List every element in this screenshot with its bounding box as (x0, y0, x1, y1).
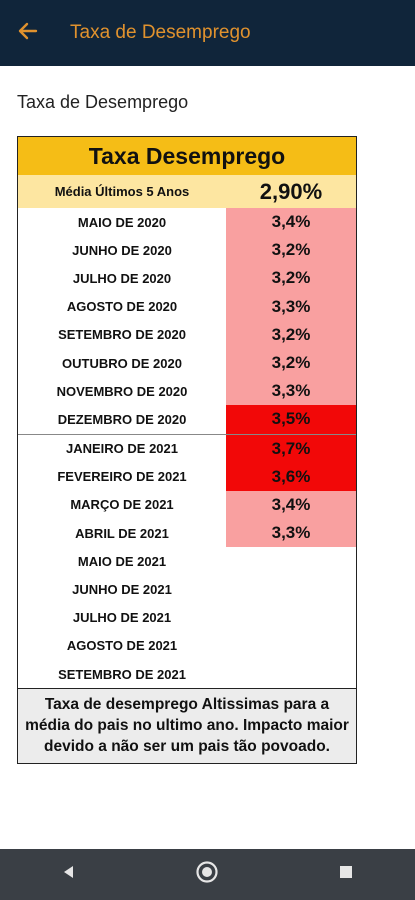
rate-cell: 3,3% (226, 292, 356, 321)
table-row: OUTUBRO DE 2020 3,2% (18, 348, 356, 378)
rate-cell: 3,2% (226, 320, 356, 349)
rate-cell (226, 604, 356, 632)
table-note: Taxa de desemprego Altissimas para a méd… (18, 688, 356, 764)
table-row: NOVEMBRO DE 2020 3,3% (18, 377, 356, 406)
table-row: DEZEMBRO DE 2020 3,5% (18, 405, 356, 434)
system-nav-bar (0, 849, 415, 900)
month-cell: JUNHO DE 2021 (72, 582, 172, 598)
rate-cell: 3,2% (226, 236, 356, 265)
month-cell: SETEMBRO DE 2020 (58, 327, 186, 343)
month-cell: DEZEMBRO DE 2020 (57, 411, 187, 427)
average-value: 2,90% (259, 178, 323, 204)
rate-cell: 3,2% (226, 348, 356, 378)
month-cell: AGOSTO DE 2020 (66, 299, 178, 315)
table-title: Taxa Desemprego (18, 137, 356, 175)
table-row: FEVEREIRO DE 2021 3,6% (18, 462, 356, 491)
rate-cell: 3,3% (226, 519, 356, 548)
average-label: Média Últimos 5 Anos (54, 184, 190, 199)
triangle-left-icon (61, 864, 77, 885)
month-cell: JANEIRO DE 2021 (66, 441, 178, 457)
month-cell: MARÇO DE 2021 (70, 497, 174, 513)
rate-cell: 3,3% (226, 377, 356, 406)
rate-cell: 3,4% (226, 208, 356, 237)
rate-cell: 3,7% (226, 434, 356, 463)
rate-cell (226, 632, 356, 660)
nav-recents-button[interactable] (316, 849, 376, 900)
rate-cell: 3,5% (226, 405, 356, 434)
month-cell: OUTUBRO DE 2020 (62, 355, 182, 371)
month-cell: ABRIL DE 2021 (75, 525, 169, 541)
nav-back-button[interactable] (39, 849, 99, 900)
arrow-left-icon (17, 20, 39, 47)
unemployment-table: Taxa Desemprego Média Últimos 5 Anos 2,9… (17, 136, 357, 765)
table-row: JANEIRO DE 2021 3,7% (18, 433, 356, 463)
month-cell: MAIO DE 2020 (77, 214, 167, 230)
circle-home-icon (195, 860, 219, 889)
month-cell: JULHO DE 2021 (72, 610, 172, 626)
table-row: SETEMBRO DE 2021 (18, 660, 356, 688)
back-button[interactable] (0, 0, 56, 66)
rate-cell: 3,4% (226, 490, 356, 520)
month-cell: AGOSTO DE 2021 (66, 638, 178, 654)
table-row: AGOSTO DE 2020 3,3% (18, 292, 356, 321)
app-bar-title: Taxa de Desemprego (70, 22, 251, 43)
rate-cell: 3,6% (226, 462, 356, 491)
rate-cell: 3,2% (226, 264, 356, 293)
month-cell: JULHO DE 2020 (72, 270, 172, 286)
table-row: MAIO DE 2021 (18, 547, 356, 575)
table-row: JULHO DE 2020 3,2% (18, 264, 356, 293)
month-cell: SETEMBRO DE 2021 (58, 666, 186, 682)
table-row: AGOSTO DE 2021 (18, 632, 356, 660)
month-cell: FEVEREIRO DE 2021 (57, 469, 187, 485)
month-cell: JUNHO DE 2020 (72, 242, 172, 258)
table-row: MARÇO DE 2021 3,4% (18, 490, 356, 520)
table-row: JUNHO DE 2020 3,2% (18, 236, 356, 265)
table-row: JULHO DE 2021 (18, 604, 356, 632)
table-row: SETEMBRO DE 2020 3,2% (18, 320, 356, 349)
rate-cell (226, 575, 356, 603)
month-cell: MAIO DE 2021 (77, 553, 167, 569)
table-row: MAIO DE 2020 3,4% (18, 208, 356, 237)
month-cell: NOVEMBRO DE 2020 (56, 383, 188, 399)
table-row: ABRIL DE 2021 3,3% (18, 519, 356, 548)
nav-home-button[interactable] (177, 849, 237, 900)
rate-cell (226, 547, 356, 575)
table-row: JUNHO DE 2021 (18, 575, 356, 603)
square-recents-icon (338, 864, 354, 885)
page-heading: Taxa de Desemprego (17, 92, 189, 112)
average-row: Média Últimos 5 Anos 2,90% (18, 175, 356, 208)
rate-cell (226, 660, 356, 688)
app-bar: Taxa de Desemprego (0, 0, 415, 66)
